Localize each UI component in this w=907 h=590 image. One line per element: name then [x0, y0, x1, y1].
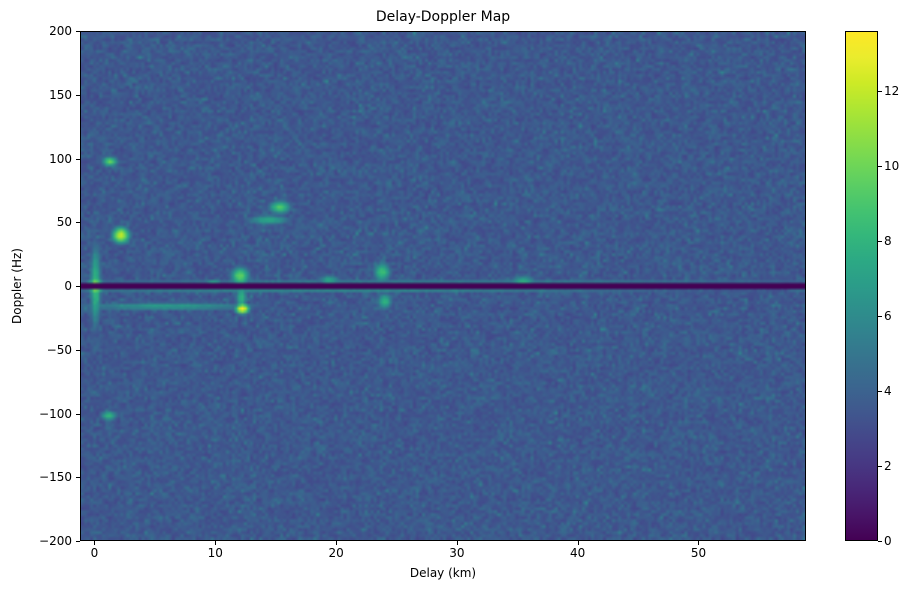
- colorbar-tick-mark: [878, 391, 882, 392]
- y-tick-mark: [76, 349, 80, 351]
- y-tick-label: −200: [39, 534, 72, 548]
- y-tick-label: 150: [49, 87, 72, 102]
- x-tick-mark: [94, 541, 96, 545]
- colorbar-tick-mark: [878, 241, 882, 242]
- x-tick-label: 40: [570, 546, 586, 560]
- x-axis-label: Delay (km): [409, 566, 477, 580]
- y-tick-mark: [76, 286, 80, 287]
- y-tick-label: −100: [39, 406, 72, 421]
- y-tick-label: −150: [39, 470, 72, 485]
- colorbar-tick-label: 12: [884, 84, 900, 98]
- colorbar-tick-mark: [878, 541, 882, 542]
- heatmap-axes: [80, 31, 806, 541]
- colorbar-tick-mark: [878, 166, 882, 167]
- y-tick-mark: [76, 158, 80, 160]
- y-tick-mark: [76, 31, 80, 32]
- colorbar-gradient: [846, 32, 877, 540]
- colorbar-tick-label: 2: [884, 459, 892, 473]
- x-tick-mark: [456, 541, 458, 545]
- x-tick-mark: [698, 541, 700, 545]
- x-tick-label: 20: [328, 546, 344, 560]
- colorbar-tick-label: 6: [884, 309, 892, 323]
- colorbar-tick-label: 8: [884, 234, 892, 248]
- x-tick-mark: [577, 541, 579, 545]
- y-tick-mark: [76, 222, 80, 224]
- y-axis-label: Doppler (Hz): [10, 248, 24, 324]
- y-tick-label: 100: [49, 151, 72, 166]
- y-tick-label: 0: [64, 279, 72, 293]
- colorbar-tick-mark: [878, 466, 882, 467]
- x-tick-mark: [215, 541, 217, 545]
- x-tick-label: 10: [207, 546, 223, 560]
- y-tick-label: −50: [46, 342, 72, 357]
- delay-doppler-heatmap: [81, 32, 805, 540]
- y-tick-mark: [76, 477, 80, 479]
- colorbar-tick-mark: [878, 91, 882, 92]
- y-tick-mark: [76, 541, 80, 542]
- x-tick-mark: [336, 541, 338, 545]
- x-tick-label: 30: [449, 546, 465, 560]
- page-title: Delay-Doppler Map: [375, 9, 511, 25]
- y-tick-label: 200: [49, 24, 72, 38]
- y-tick-mark: [76, 413, 80, 415]
- colorbar: [845, 31, 878, 541]
- y-tick-mark: [76, 94, 80, 96]
- colorbar-tick-label: 0: [884, 534, 892, 548]
- colorbar-tick-label: 10: [884, 159, 900, 173]
- colorbar-tick-mark: [878, 316, 882, 317]
- x-tick-label: 50: [690, 546, 707, 560]
- y-tick-label: 50: [56, 215, 72, 230]
- x-tick-label: 0: [90, 546, 99, 560]
- colorbar-tick-label: 4: [884, 384, 892, 398]
